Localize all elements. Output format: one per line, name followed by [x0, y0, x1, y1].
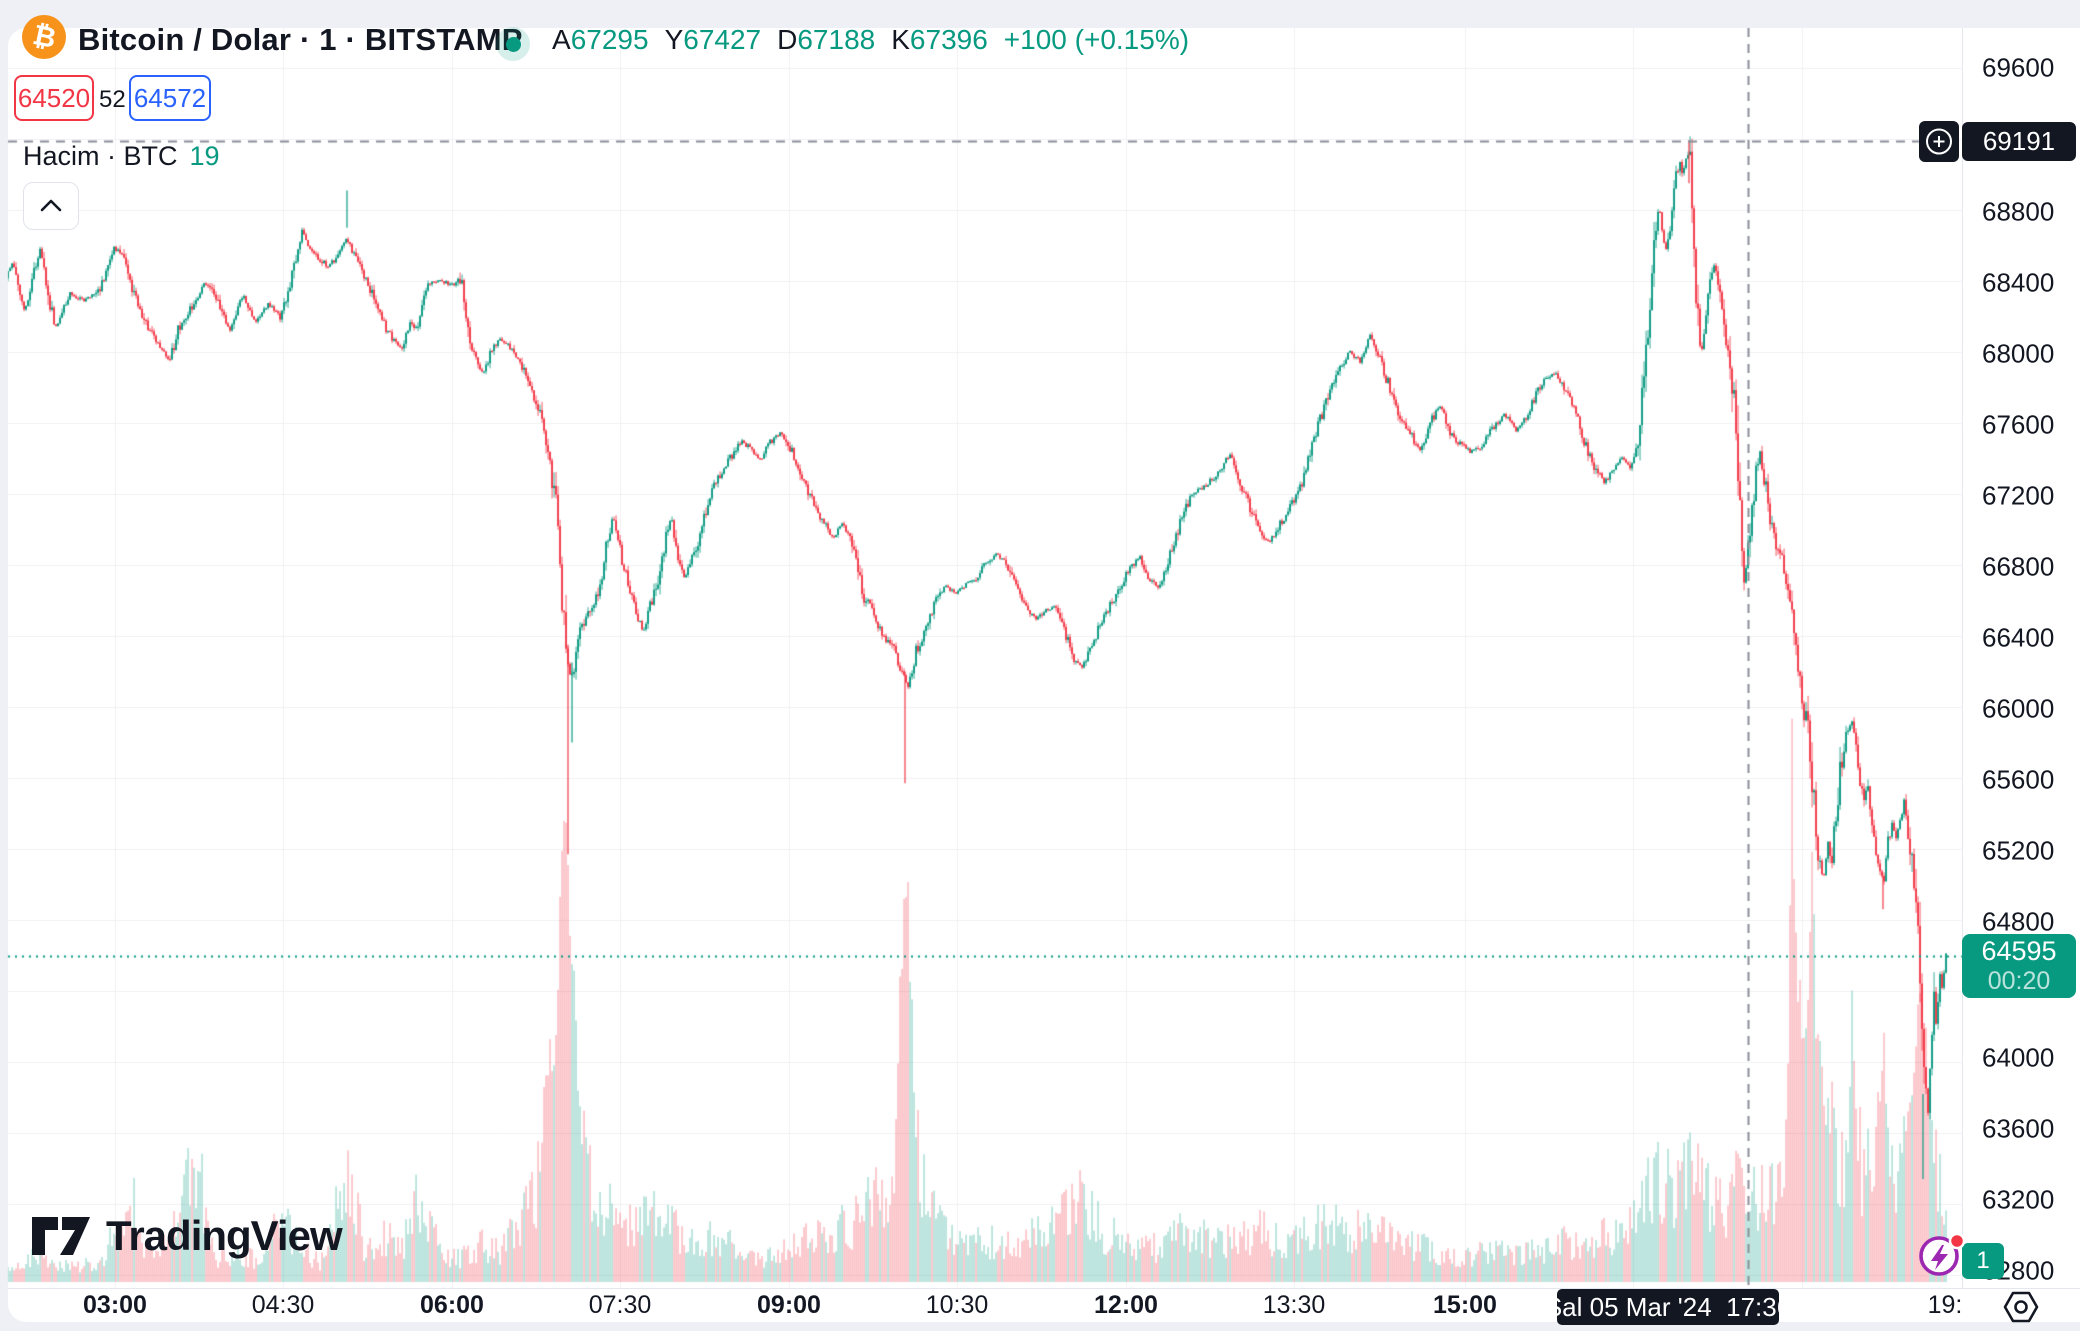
tradingview-watermark-text: TradingView: [106, 1212, 343, 1259]
tradingview-watermark[interactable]: TradingView: [30, 1212, 343, 1260]
price-axis-label: 65600: [1982, 764, 2055, 795]
time-axis-label: 07:30: [588, 1291, 652, 1319]
volume-legend-label: Hacim · BTC: [23, 141, 178, 171]
time-axis-label: 03:00: [83, 1291, 147, 1319]
price-axis-label: 63600: [1982, 1113, 2055, 1144]
bid-button[interactable]: 64520: [14, 75, 94, 121]
ohlc-row: A67295 Y67427 D67188 K67396 +100 (+0.15%): [552, 24, 1189, 56]
bar-countdown: 00:20: [1987, 967, 2051, 996]
ohlc-item: Y67427: [664, 24, 762, 55]
price-axis-label: 66800: [1982, 551, 2055, 582]
last-price-label: 64595 00:20: [1962, 934, 2076, 998]
time-axis-label: 10:30: [925, 1291, 989, 1319]
time-axis-divider: [8, 1288, 2080, 1289]
chevron-up-icon: [40, 199, 62, 212]
time-axis-label: 19:: [1927, 1291, 1963, 1319]
price-axis-label: 67600: [1982, 409, 2055, 440]
crosshair-time-label: Sal 05 Mar '24 17:36: [1545, 1289, 1791, 1325]
collapse-pane-button[interactable]: [23, 182, 79, 230]
price-axis-label: 69600: [1982, 52, 2055, 83]
price-axis-label: 64000: [1982, 1042, 2055, 1073]
market-status-icon[interactable]: [496, 27, 530, 61]
price-axis-label: 64800: [1982, 906, 2055, 937]
price-axis-label: 66000: [1982, 693, 2055, 724]
bitcoin-logo-icon: ₿: [22, 15, 66, 59]
time-axis-label: 09:00: [757, 1291, 821, 1319]
time-axis-label: 15:00: [1433, 1291, 1497, 1319]
price-axis-label: 67200: [1982, 480, 2055, 511]
volume-legend: Hacim · BTC 19: [23, 141, 220, 172]
time-axis-label: 12:00: [1094, 1291, 1158, 1319]
time-axis-label: 04:30: [251, 1291, 315, 1319]
change-value: +100 (+0.15%): [1003, 24, 1190, 55]
crosshair-price-label: 69191: [1962, 122, 2076, 161]
price-axis-label: 66400: [1982, 622, 2055, 653]
price-axis-label: 68800: [1982, 196, 2055, 227]
ohlc-item: D67188: [777, 24, 876, 55]
time-axis-label: 13:30: [1262, 1291, 1326, 1319]
last-price-value: 64595: [1981, 936, 2057, 967]
ohlc-item: A67295: [552, 24, 649, 55]
lightning-button[interactable]: [1916, 1230, 1966, 1280]
symbol-title[interactable]: Bitcoin / Dolar · 1 · BITSTAMP: [78, 22, 523, 57]
ask-button[interactable]: 64572: [129, 75, 211, 121]
lightning-icon: [1919, 1232, 1966, 1276]
volume-legend-value: 19: [189, 141, 220, 171]
hexagon-settings-icon[interactable]: [2000, 1288, 2042, 1326]
volume-axis-badge: 1: [1962, 1243, 2004, 1279]
price-axis-label: 68000: [1982, 338, 2055, 369]
plus-circle-icon: [1919, 121, 1959, 162]
price-axis-divider: [1962, 28, 1963, 1288]
price-axis-label: 68400: [1982, 267, 2055, 298]
tradingview-logo-icon: [32, 1217, 90, 1255]
price-axis-label: 63200: [1982, 1184, 2055, 1215]
time-axis-label: 06:00: [420, 1291, 484, 1319]
crosshair-add-alert-button[interactable]: [1919, 121, 1959, 162]
spread-value: 52: [99, 86, 126, 113]
price-axis-label: 65200: [1982, 835, 2055, 866]
ohlc-item: K67396: [891, 24, 988, 55]
